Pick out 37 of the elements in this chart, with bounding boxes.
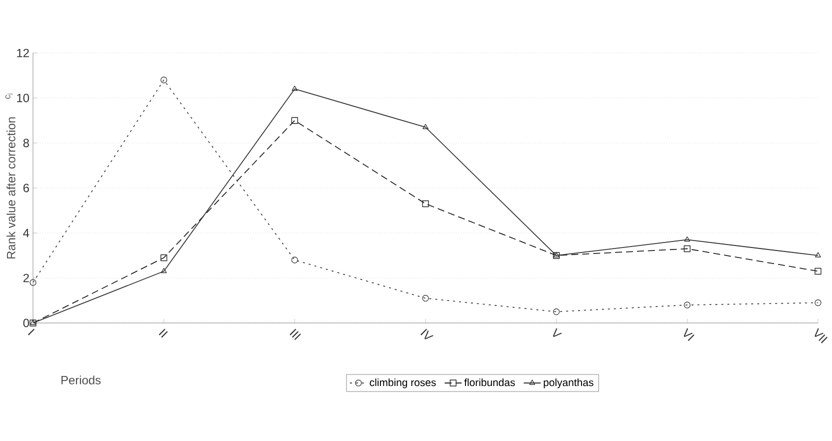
text: c$_{j}$ bbox=[5, 94, 13, 99]
point bbox=[291, 117, 298, 124]
x-tick-label: III bbox=[290, 328, 301, 340]
point bbox=[30, 279, 36, 286]
x-axis-title: Periods bbox=[62, 376, 101, 384]
point bbox=[814, 299, 822, 306]
point bbox=[422, 124, 428, 130]
point bbox=[684, 245, 691, 252]
point bbox=[160, 254, 168, 262]
x-tick-label: VI bbox=[684, 328, 694, 341]
point bbox=[422, 294, 429, 302]
point bbox=[160, 268, 167, 274]
point bbox=[553, 308, 560, 316]
y-tick-label: 10 bbox=[17, 94, 30, 102]
point bbox=[291, 256, 298, 264]
point bbox=[422, 200, 429, 208]
point bbox=[160, 76, 168, 84]
y-tick-label: 6 bbox=[23, 184, 29, 192]
x-tick-label: I bbox=[28, 328, 35, 336]
x-tick-label: IV bbox=[420, 328, 434, 340]
y-tick-label: 4 bbox=[23, 228, 30, 238]
point bbox=[684, 302, 691, 308]
x-tick-label: V bbox=[552, 328, 562, 337]
y-tick-label: 12 bbox=[17, 48, 29, 58]
x-tick-label: VII bbox=[814, 328, 828, 344]
y-tick-label: 8 bbox=[23, 138, 29, 148]
point bbox=[815, 252, 821, 258]
y-tick-label: 2 bbox=[23, 274, 29, 282]
point bbox=[814, 268, 822, 275]
legend-label: polyanthas bbox=[544, 378, 594, 388]
y-tick-label: 0 bbox=[23, 318, 30, 328]
legend-label: climbing roses bbox=[370, 378, 436, 388]
point bbox=[684, 236, 690, 242]
legend-label: floribundas bbox=[464, 378, 515, 386]
x-tick-label: II bbox=[158, 328, 168, 338]
y-axis-title: Rank value after correction bbox=[6, 117, 16, 258]
point bbox=[292, 86, 298, 91]
